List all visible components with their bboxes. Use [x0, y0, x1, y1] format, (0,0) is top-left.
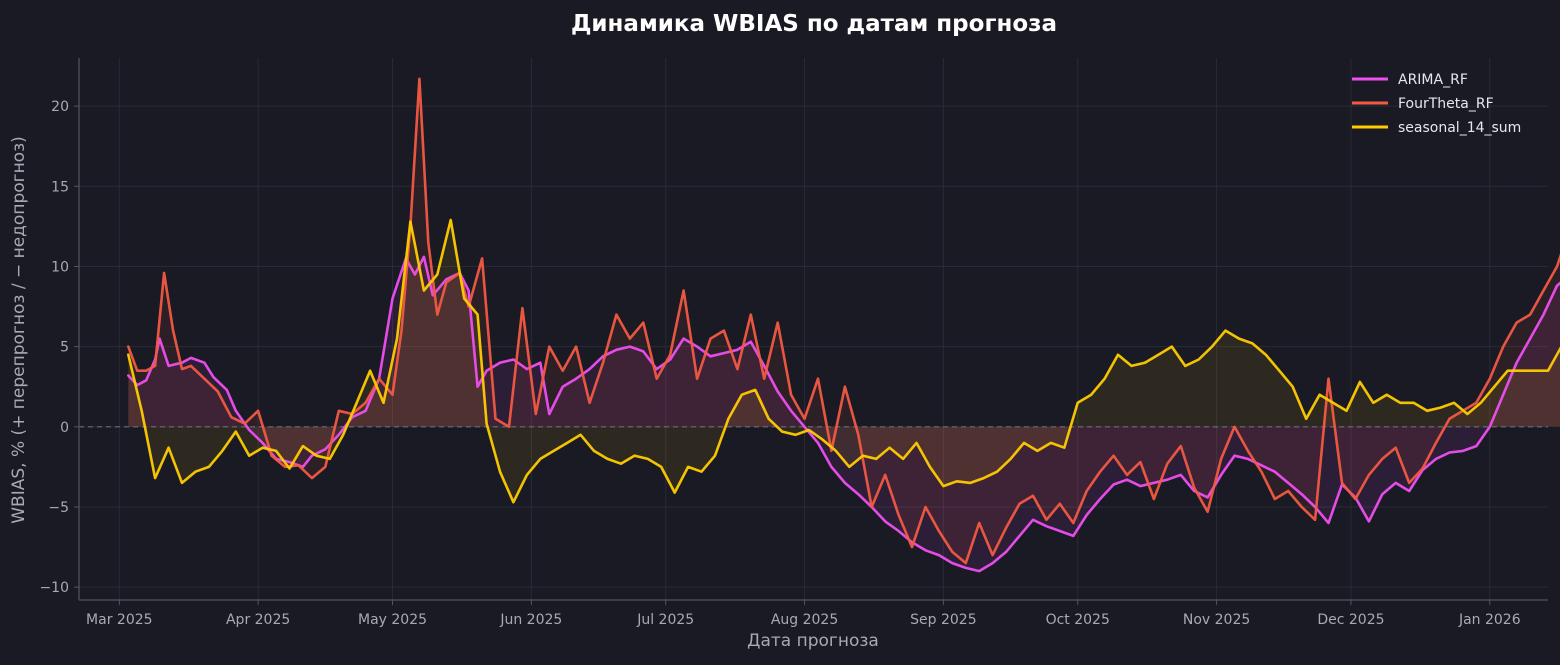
x-tick-label: Apr 2025: [226, 612, 290, 628]
y-tick-label: 5: [60, 340, 69, 356]
y-axis-title: WBIAS, % (+ перепрогноз / − недопрогноз): [9, 136, 29, 524]
series-line-FourTheta_RF: [127, 77, 1560, 565]
x-tick-label: Dec 2025: [1317, 612, 1384, 628]
y-tick-label: −5: [48, 500, 69, 516]
y-tick-label: 10: [51, 259, 69, 275]
x-tick-label: Nov 2025: [1183, 612, 1250, 628]
legend-label-ARIMA_RF: ARIMA_RF: [1398, 72, 1468, 88]
y-tick-label: 15: [51, 179, 69, 195]
x-tick-label: Aug 2025: [771, 612, 838, 628]
y-tick-label: −10: [39, 580, 69, 596]
x-tick-label: Jan 2026: [1458, 612, 1521, 628]
x-tick-label: Jun 2025: [499, 612, 562, 628]
legend-label-FourTheta_RF: FourTheta_RF: [1398, 96, 1494, 112]
series-fill-areas: [128, 78, 1560, 572]
x-tick-label: Jul 2025: [636, 612, 694, 628]
x-tick-label: Sep 2025: [910, 612, 976, 628]
axes: −10 −5 0 5 10 15 20 Mar 2025 Apr 2025 May 2025 Jun…: [39, 58, 1548, 628]
y-tick-label: 0: [60, 420, 69, 436]
series-fill-ARIMA_RF: [128, 256, 1560, 572]
x-axis-title: Дата прогноза: [747, 631, 879, 651]
series-line-seasonal_14_sum: [127, 218, 1560, 504]
legend: ARIMA_RF FourTheta_RF seasonal_14_sum: [1352, 72, 1521, 136]
x-tick-label: Mar 2025: [86, 612, 153, 628]
series-fill-FourTheta_RF: [128, 78, 1560, 564]
x-tick-label: May 2025: [358, 612, 427, 628]
legend-label-seasonal_14_sum: seasonal_14_sum: [1398, 120, 1521, 136]
chart-title: Динамика WBIAS по датам прогноза: [571, 11, 1057, 37]
series-lines: [127, 77, 1560, 573]
x-tick-label: Oct 2025: [1046, 612, 1110, 628]
series-line-ARIMA_RF: [127, 255, 1560, 573]
y-tick-label: 20: [51, 99, 69, 115]
series-fill-seasonal_14_sum: [128, 220, 1560, 503]
